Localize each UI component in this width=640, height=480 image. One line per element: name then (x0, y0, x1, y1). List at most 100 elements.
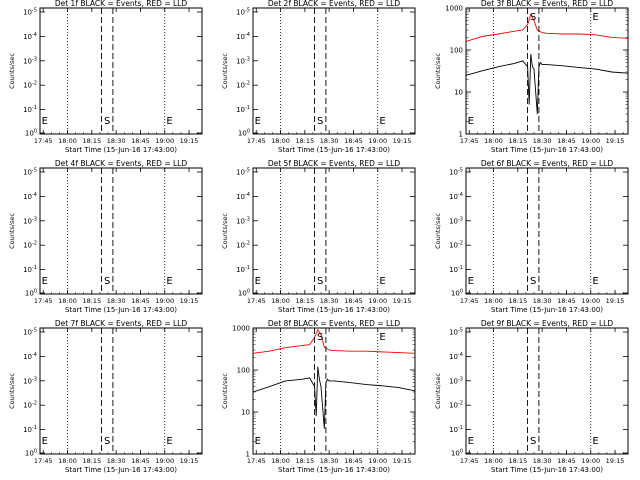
y-tick-label: 100 (25, 289, 37, 298)
x-axis-label: Start Time (15-Jun-16 17:43:00) (278, 466, 390, 474)
x-tick-label: 17:45 (247, 297, 266, 305)
marker-s: S (317, 276, 323, 287)
panel-det-9f: Det 9f BLACK = Events, RED = LLD 17:45 18:… (434, 319, 629, 474)
marker-s: S (104, 276, 110, 287)
x-tick-label: 19:00 (155, 137, 174, 145)
marker-s: S (317, 332, 323, 343)
x-tick-label: 18:00 (58, 457, 77, 465)
x-axis-label: Start Time (15-Jun-16 17:43:00) (65, 146, 177, 154)
x-tick-label: 18:30 (533, 297, 552, 305)
x-tick-label: 18:15 (508, 297, 527, 305)
x-tick-label: 17:45 (34, 457, 53, 465)
y-tick-label: 100 (238, 129, 250, 138)
y-tick-label: 10-2 (23, 241, 37, 250)
marker-e: E (166, 436, 172, 447)
y-tick-label: 100 (451, 449, 463, 458)
y-tick-label: 10-4 (236, 192, 250, 201)
x-tick-label: 18:15 (295, 457, 314, 465)
y-tick-label: 10-3 (23, 56, 37, 65)
y-tick-label: 10-3 (236, 56, 250, 65)
y-tick-label: 10-4 (23, 352, 37, 361)
x-tick-label: 18:30 (320, 137, 339, 145)
y-axis-label: Counts/sec (221, 53, 229, 89)
y-axis-label: Counts/sec (434, 53, 442, 89)
x-tick-label: 19:15 (180, 137, 199, 145)
y-axis-label: Counts/sec (8, 213, 16, 249)
marker-e-left: E (255, 276, 261, 287)
marker-e: E (379, 116, 385, 127)
y-axis-label: Counts/sec (8, 53, 16, 89)
y-tick-label: 10-2 (23, 401, 37, 410)
y-tick-label: 10-3 (449, 376, 463, 385)
y-tick-label: 10-1 (449, 425, 463, 434)
x-tick-label: 19:00 (581, 137, 600, 145)
y-tick-label: 10-5 (449, 328, 463, 337)
x-tick-label: 19:15 (180, 297, 199, 305)
x-tick-label: 19:15 (393, 137, 412, 145)
y-tick-label: 1000 (445, 5, 463, 13)
y-tick-label: 100 (451, 289, 463, 298)
y-axis-label: Counts/sec (221, 213, 229, 249)
x-axis-label: Start Time (15-Jun-16 17:43:00) (491, 146, 603, 154)
y-tick-label: 10-4 (449, 192, 463, 201)
marker-e-left: E (468, 116, 474, 127)
x-tick-label: 19:15 (180, 457, 199, 465)
y-tick-label: 100 (25, 449, 37, 458)
x-tick-label: 18:45 (557, 297, 576, 305)
y-tick-label: 10-5 (23, 328, 37, 337)
x-tick-label: 18:45 (557, 137, 576, 145)
y-tick-label: 10-3 (236, 216, 250, 225)
y-tick-label: 100 (25, 129, 37, 138)
x-axis-label: Start Time (15-Jun-16 17:43:00) (65, 306, 177, 314)
marker-e: E (592, 12, 598, 23)
plot-frame (252, 7, 416, 135)
x-axis-label: Start Time (15-Jun-16 17:43:00) (491, 306, 603, 314)
x-tick-label: 17:45 (460, 137, 479, 145)
x-tick-label: 18:45 (131, 457, 150, 465)
x-tick-label: 18:15 (295, 137, 314, 145)
x-tick-label: 19:00 (155, 457, 174, 465)
marker-s: S (530, 276, 536, 287)
x-tick-label: 19:00 (581, 297, 600, 305)
x-tick-label: 19:00 (155, 297, 174, 305)
marker-s: S (104, 436, 110, 447)
series-line-events-black (465, 54, 629, 115)
plot-frame (252, 167, 416, 295)
x-tick-label: 18:30 (107, 137, 126, 145)
x-tick-label: 19:00 (368, 297, 387, 305)
marker-e: E (379, 276, 385, 287)
x-axis-label: Start Time (15-Jun-16 17:43:00) (278, 146, 390, 154)
y-tick-label: 10-3 (449, 216, 463, 225)
x-tick-label: 18:45 (344, 137, 363, 145)
x-tick-label: 18:00 (484, 457, 503, 465)
panel-title: Det 4f BLACK = Events, RED = LLD (55, 159, 188, 168)
panel-det-7f: Det 7f BLACK = Events, RED = LLD 17:45 18:… (8, 319, 203, 474)
y-tick-label: 10-2 (23, 81, 37, 90)
x-tick-label: 18:30 (320, 297, 339, 305)
x-tick-label: 19:15 (606, 297, 625, 305)
y-tick-label: 10-4 (236, 32, 250, 41)
series-line-events-black (252, 366, 416, 429)
y-tick-label: 1 (246, 451, 250, 459)
y-axis-label: Counts/sec (434, 213, 442, 249)
panel-det-1f: Det 1f BLACK = Events, RED = LLD 17:45 18:… (8, 0, 203, 154)
x-tick-label: 18:00 (271, 137, 290, 145)
series-line-lld-red (252, 328, 416, 354)
x-tick-label: 18:15 (82, 297, 101, 305)
x-tick-label: 17:45 (34, 297, 53, 305)
plot-frame (39, 167, 203, 295)
y-tick-label: 100 (237, 367, 250, 375)
y-tick-label: 10-1 (23, 105, 37, 114)
marker-e: E (592, 276, 598, 287)
y-tick-label: 10-2 (449, 241, 463, 250)
x-tick-label: 19:15 (606, 457, 625, 465)
x-axis-label: Start Time (15-Jun-16 17:43:00) (65, 466, 177, 474)
panel-title: Det 6f BLACK = Events, RED = LLD (481, 159, 614, 168)
marker-e: E (166, 276, 172, 287)
y-tick-label: 1000 (232, 325, 250, 333)
x-tick-label: 18:00 (484, 137, 503, 145)
y-tick-label: 10-5 (449, 168, 463, 177)
marker-e-left: E (468, 436, 474, 447)
x-tick-label: 19:00 (368, 137, 387, 145)
marker-e: E (379, 332, 385, 343)
